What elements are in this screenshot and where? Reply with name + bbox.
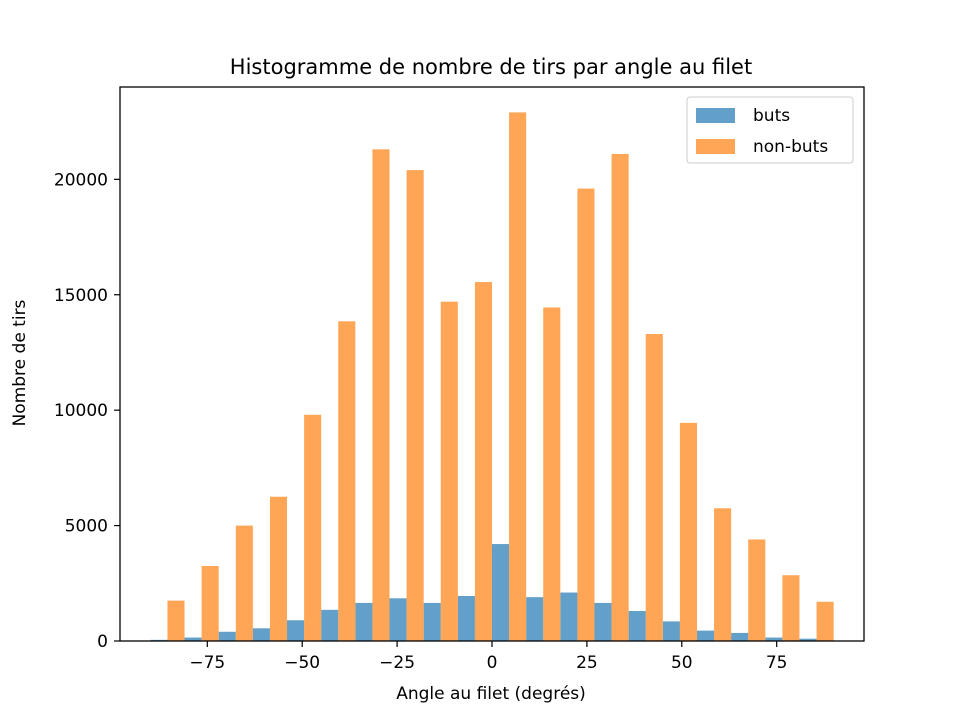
plot-frame xyxy=(119,86,865,642)
bar-non-buts-18 xyxy=(782,575,800,641)
bar-non-buts-16 xyxy=(714,508,732,641)
x-tick-label: −50 xyxy=(284,653,320,673)
y-axis-label: Nombre de tirs xyxy=(10,299,30,426)
x-tick-label: −75 xyxy=(189,653,225,673)
bar-buts-9 xyxy=(457,595,475,641)
bar-buts-14 xyxy=(628,610,646,641)
bar-buts-8 xyxy=(423,602,441,641)
bar-buts-4 xyxy=(287,620,305,641)
x-tick-label: 25 xyxy=(576,653,598,673)
bar-buts-16 xyxy=(696,630,715,641)
bar-buts-17 xyxy=(731,632,749,641)
x-tick-label: 75 xyxy=(766,653,788,673)
bar-buts-5 xyxy=(321,609,339,641)
bar-non-buts-1 xyxy=(201,565,219,641)
bar-non-buts-17 xyxy=(748,539,766,641)
bar-buts-13 xyxy=(594,602,612,641)
bar-buts-10 xyxy=(492,544,510,641)
bar-buts-15 xyxy=(662,621,680,641)
y-tick-label: 0 xyxy=(97,632,108,652)
x-axis-label: Angle au filet (degrés) xyxy=(396,684,586,704)
x-axis-ticks: −75 −50 −25 0 25 50 75 xyxy=(189,641,788,673)
bar-non-buts-13 xyxy=(611,153,629,641)
bar-non-buts-2 xyxy=(235,525,253,641)
bar-buts-19 xyxy=(799,638,817,641)
legend-swatch-non-buts xyxy=(696,139,735,154)
y-tick-label: 5000 xyxy=(65,517,108,537)
bar-non-buts-19 xyxy=(816,601,834,641)
bar-non-buts-4 xyxy=(304,414,322,641)
bars-layer xyxy=(150,112,834,641)
bar-non-buts-3 xyxy=(269,496,288,641)
y-tick-label: 10000 xyxy=(54,401,108,421)
bar-buts-1 xyxy=(184,637,202,641)
bar-non-buts-5 xyxy=(338,321,356,641)
y-tick-label: 15000 xyxy=(54,286,108,306)
bar-non-buts-12 xyxy=(577,188,595,641)
legend-swatch-buts xyxy=(696,108,735,123)
bar-buts-11 xyxy=(526,597,544,641)
bar-non-buts-0 xyxy=(167,600,185,641)
bar-non-buts-9 xyxy=(474,282,492,641)
legend: buts non-buts xyxy=(686,96,854,164)
bar-non-buts-7 xyxy=(406,170,424,641)
x-tick-label: 0 xyxy=(487,653,498,673)
bar-non-buts-14 xyxy=(645,333,663,641)
bar-non-buts-10 xyxy=(509,112,527,641)
bar-buts-7 xyxy=(389,598,407,641)
bar-non-buts-11 xyxy=(543,307,561,641)
x-tick-label: −25 xyxy=(379,653,415,673)
bar-buts-12 xyxy=(560,592,578,641)
bar-non-buts-8 xyxy=(440,301,458,641)
bar-buts-3 xyxy=(252,628,270,641)
bar-non-buts-6 xyxy=(372,149,390,641)
bar-buts-2 xyxy=(218,631,236,641)
bar-buts-18 xyxy=(765,637,783,641)
bar-buts-6 xyxy=(355,602,373,641)
y-axis-ticks: 0 5000 10000 15000 20000 xyxy=(54,170,120,652)
y-tick-label: 20000 xyxy=(54,170,108,190)
legend-label-buts: buts xyxy=(753,106,790,126)
legend-label-non-buts: non-buts xyxy=(753,137,828,157)
bar-non-buts-15 xyxy=(679,422,697,641)
x-tick-label: 50 xyxy=(671,653,693,673)
chart-title: Histogramme de nombre de tirs par angle … xyxy=(230,55,752,79)
